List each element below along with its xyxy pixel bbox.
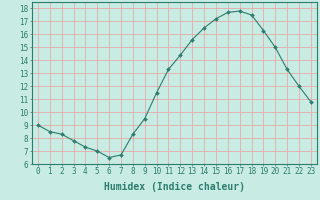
X-axis label: Humidex (Indice chaleur): Humidex (Indice chaleur) bbox=[104, 182, 245, 192]
